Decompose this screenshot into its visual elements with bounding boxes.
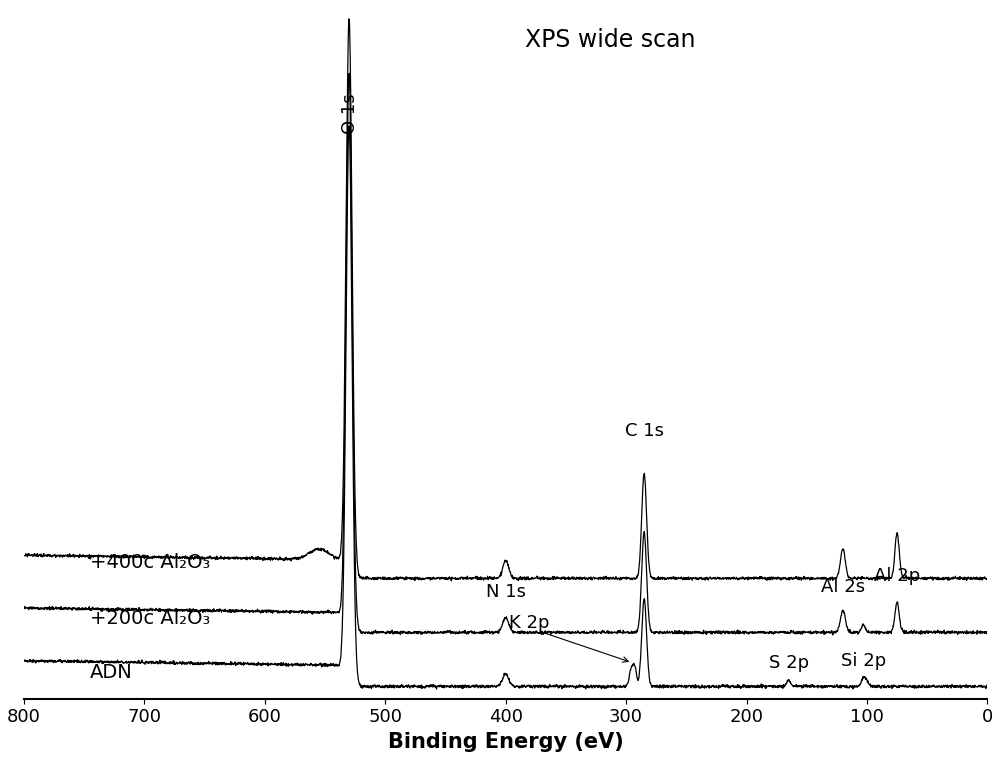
Text: +400c Al₂O₃: +400c Al₂O₃ xyxy=(90,553,210,572)
Text: Al 2s: Al 2s xyxy=(821,578,865,596)
Text: N 1s: N 1s xyxy=(486,583,526,601)
X-axis label: Binding Energy (eV): Binding Energy (eV) xyxy=(388,732,624,752)
Text: Al 2p: Al 2p xyxy=(874,566,920,584)
Text: K 2p: K 2p xyxy=(509,614,550,632)
Text: O 1s: O 1s xyxy=(341,93,359,134)
Text: C 1s: C 1s xyxy=(625,422,664,439)
Text: XPS wide scan: XPS wide scan xyxy=(525,27,695,52)
Text: Si 2p: Si 2p xyxy=(841,652,886,669)
Text: S 2p: S 2p xyxy=(769,654,809,672)
Text: ADN: ADN xyxy=(90,663,133,682)
Text: +200c Al₂O₃: +200c Al₂O₃ xyxy=(90,609,210,628)
